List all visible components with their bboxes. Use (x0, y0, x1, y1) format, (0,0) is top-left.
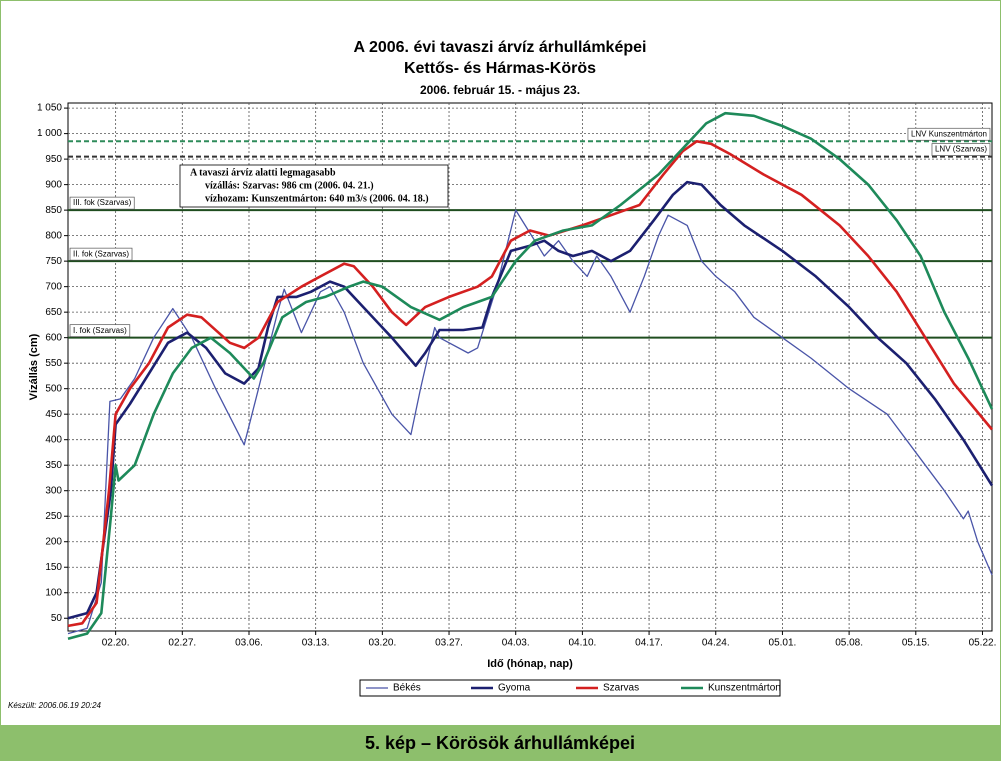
caption-bar (1, 725, 1000, 760)
legend (359, 679, 781, 697)
reference-label: LNV Kunszentmárton (907, 127, 991, 141)
y-tick-label: 600 (45, 332, 62, 343)
caption: 5. kép – Körösök árhullámképei (365, 733, 635, 753)
x-tick-label: 05.01. (769, 638, 797, 649)
annotation-box (179, 164, 449, 208)
reference-label-box (69, 247, 133, 261)
x-tick-label: 03.13. (302, 638, 330, 649)
y-tick-label: 1 050 (37, 103, 62, 114)
y-tick-label: 750 (45, 256, 62, 267)
reference-label: LNV (Szarvas) (931, 143, 991, 156)
chart-title: Kettős- és Hármas-Körös (404, 60, 596, 77)
y-tick-label: 500 (45, 383, 62, 394)
reference-label: II. fok (Szarvas) (69, 247, 133, 261)
y-tick-label: 900 (45, 179, 62, 190)
reference-label-text: III. fok (Szarvas) (73, 198, 132, 207)
reference-label-box (931, 143, 991, 156)
x-tick-label: 05.15. (902, 638, 930, 649)
legend-label: Szarvas (603, 683, 639, 694)
x-tick-label: 04.03. (502, 638, 530, 649)
footer: Készült: 2006.06.19 20:24 (8, 701, 102, 710)
y-tick-label: 800 (45, 230, 62, 241)
reference-label-box (69, 324, 131, 338)
x-axis-label: Idő (hónap, nap) (487, 658, 573, 670)
legend-label: Kunszentmárton (708, 683, 781, 694)
x-tick-label: 04.24. (702, 638, 730, 649)
y-tick-label: 650 (45, 307, 62, 318)
y-tick-label: 200 (45, 536, 62, 547)
x-tick-label: 05.08. (835, 638, 863, 649)
y-tick-label: 1 000 (37, 128, 62, 139)
reference-label: I. fok (Szarvas) (69, 324, 131, 338)
annotation-text: A tavaszi árvíz alatti legmagasabb (190, 167, 336, 178)
legend-label: Békés (393, 683, 421, 694)
reference-label-text: I. fok (Szarvas) (73, 326, 127, 335)
x-tick-label: 05.22. (969, 638, 997, 649)
y-tick-label: 950 (45, 154, 62, 165)
y-tick-label: 150 (45, 562, 62, 573)
y-tick-label: 100 (45, 587, 62, 598)
x-tick-label: 03.20. (368, 638, 396, 649)
reference-label-text: LNV Kunszentmárton (911, 129, 987, 138)
y-tick-label: 400 (45, 434, 62, 445)
reference-label-text: II. fok (Szarvas) (73, 249, 129, 258)
chart-title: A 2006. évi tavaszi árvíz árhullámképei (354, 39, 647, 56)
y-tick-label: 450 (45, 409, 62, 420)
reference-label-box (907, 127, 991, 141)
annotation-text: vízállás: Szarvas: 986 cm (2006. 04. 21.… (205, 180, 374, 191)
x-tick-label: 04.10. (568, 638, 596, 649)
chart-subtitle: 2006. február 15. - május 23. (420, 83, 580, 97)
y-axis-label: Vízállás (cm) (28, 333, 40, 400)
y-tick-label: 700 (45, 281, 62, 292)
x-tick-label: 02.27. (168, 638, 196, 649)
y-tick-label: 350 (45, 460, 62, 471)
reference-label-box (69, 196, 135, 210)
y-tick-label: 250 (45, 511, 62, 522)
y-tick-label: 550 (45, 358, 62, 369)
x-tick-label: 03.27. (435, 638, 463, 649)
series-line (67, 209, 993, 635)
y-tick-label: 850 (45, 205, 62, 216)
series-line (67, 111, 994, 640)
series-line (67, 180, 994, 620)
reference-label: III. fok (Szarvas) (69, 196, 135, 210)
x-tick-label: 03.06. (235, 638, 263, 649)
y-tick-label: 50 (51, 613, 63, 624)
x-tick-label: 04.17. (635, 638, 663, 649)
x-tick-label: 02.20. (102, 638, 130, 649)
series-line (67, 140, 994, 628)
legend-label: Gyoma (498, 683, 531, 694)
annotation-text: vízhozam: Kunszentmárton: 640 m3/s (2006… (205, 193, 429, 204)
reference-label-text: LNV (Szarvas) (935, 145, 987, 154)
y-tick-label: 300 (45, 485, 62, 496)
